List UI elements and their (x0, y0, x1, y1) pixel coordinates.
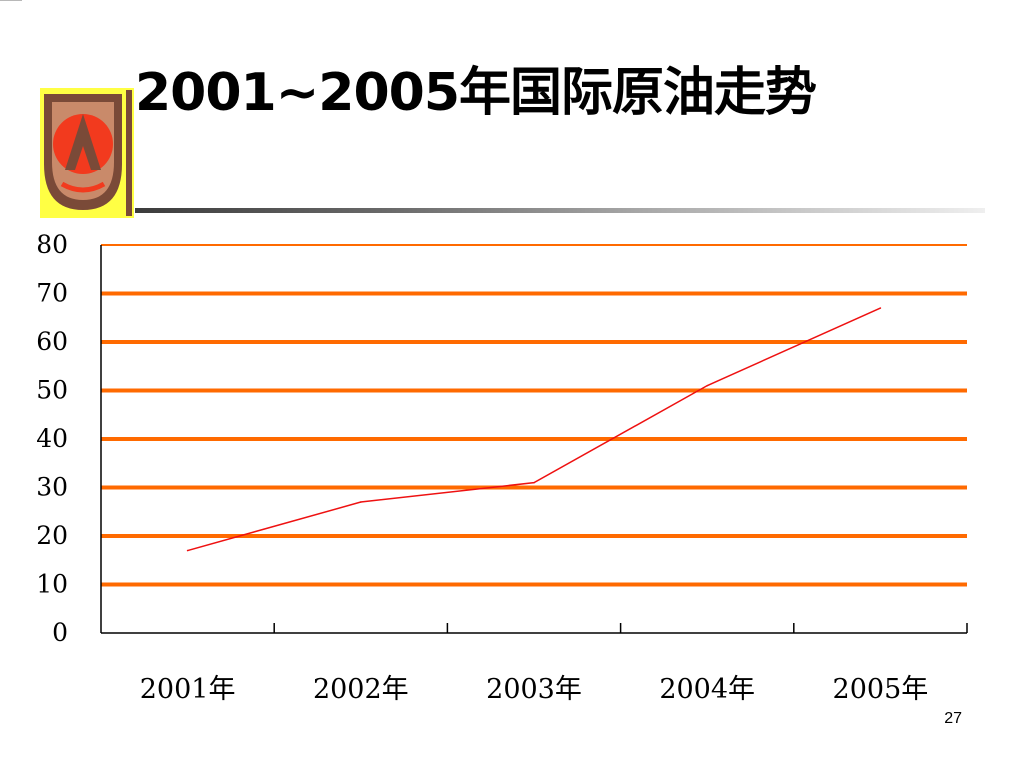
page-number: 27 (944, 710, 962, 727)
y-tick-labels: 0 10 20 30 40 50 60 70 80 (36, 230, 68, 647)
y-tick-label-70: 70 (36, 279, 68, 308)
series (186, 307, 882, 552)
title-underline (135, 208, 985, 213)
y-tick-label-0: 0 (52, 618, 68, 647)
emblem-logo-icon (40, 88, 134, 218)
y-tick-label-10: 10 (36, 570, 68, 599)
data-point (360, 501, 362, 503)
x-tick-label-0: 2001年 (140, 674, 236, 705)
x-tick-label-2: 2003年 (486, 674, 582, 705)
x-tick-label-4: 2005年 (833, 674, 929, 705)
data-point (186, 549, 189, 552)
y-tick-label-80: 80 (36, 230, 68, 259)
data-point (706, 384, 708, 387)
series-line-0 (187, 307, 881, 552)
y-tick-label-60: 60 (36, 327, 68, 356)
emblem-logo (40, 88, 134, 218)
slide-title: 2001~2005年国际原油走势 (135, 63, 817, 123)
y-tick-label-30: 30 (36, 473, 68, 502)
x-tick-label-1: 2002年 (313, 674, 409, 705)
x-tick-labels: 2001年 2002年 2003年 2004年 2005年 (140, 674, 929, 705)
x-tick-label-3: 2004年 (659, 674, 755, 705)
gridlines (101, 244, 967, 587)
y-tick-label-40: 40 (36, 424, 68, 453)
data-point (533, 481, 535, 484)
corner-mark (0, 0, 22, 4)
y-tick-label-20: 20 (36, 521, 68, 550)
data-point (879, 307, 882, 309)
axes (100, 245, 968, 634)
y-tick-label-50: 50 (36, 376, 68, 405)
